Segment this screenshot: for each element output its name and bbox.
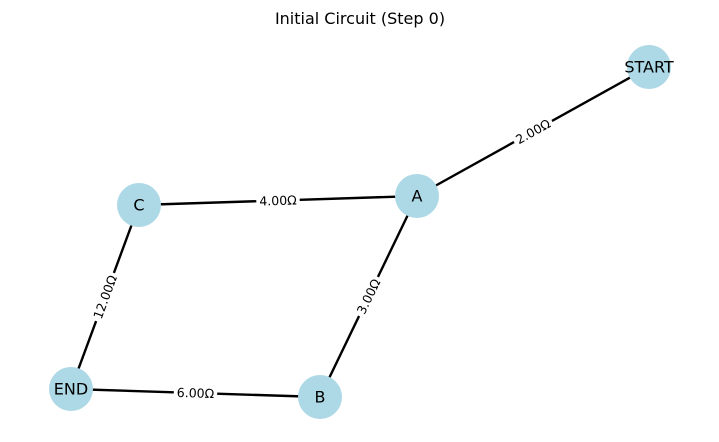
edge-label-text: 12.00Ω (90, 273, 120, 321)
edge-label-text: 2.00Ω (513, 116, 553, 147)
node-label: C (133, 196, 144, 215)
nodes-layer: START A B C END (49, 45, 674, 419)
edge-label: 6.00Ω (173, 384, 218, 402)
node-label: A (412, 187, 423, 206)
edge-start-a: 2.00Ω (416, 65, 650, 198)
node-circle (395, 174, 439, 218)
edge-label-text: 4.00Ω (259, 192, 297, 208)
edge-label-text: 3.00Ω (354, 276, 384, 317)
edge-label: 12.00Ω (88, 270, 122, 324)
node-start: START (624, 45, 674, 89)
node-circle (627, 45, 671, 89)
edge-label-background (256, 191, 300, 210)
node-circle (49, 367, 93, 411)
edge-c-end: 12.00Ω (69, 204, 141, 390)
node-a: A (395, 174, 439, 218)
edges-layer: 2.00Ω 4.00Ω 3.00Ω 12.00Ω 6.00Ω (69, 65, 650, 402)
edge-c-a: 4.00Ω (138, 191, 418, 210)
edge-label-background (173, 384, 218, 402)
node-label: END (54, 380, 88, 399)
node-circle (117, 183, 161, 227)
edge-end-b: 6.00Ω (70, 384, 321, 402)
edge-label: 4.00Ω (256, 191, 300, 210)
node-end: END (49, 367, 93, 411)
node-label: START (624, 58, 674, 77)
edge-label-background (351, 273, 386, 320)
node-label: B (315, 388, 326, 407)
node-b: B (298, 375, 342, 419)
edge-label-background (88, 270, 122, 324)
node-circle (298, 375, 342, 419)
edge-a-b: 3.00Ω (318, 195, 419, 398)
node-c: C (117, 183, 161, 227)
edge-label-text: 6.00Ω (177, 385, 215, 401)
edge-label-background (510, 113, 556, 150)
edge-label: 3.00Ω (351, 273, 386, 320)
edge-label: 2.00Ω (510, 113, 556, 150)
diagram-title: Initial Circuit (Step 0) (275, 9, 445, 28)
